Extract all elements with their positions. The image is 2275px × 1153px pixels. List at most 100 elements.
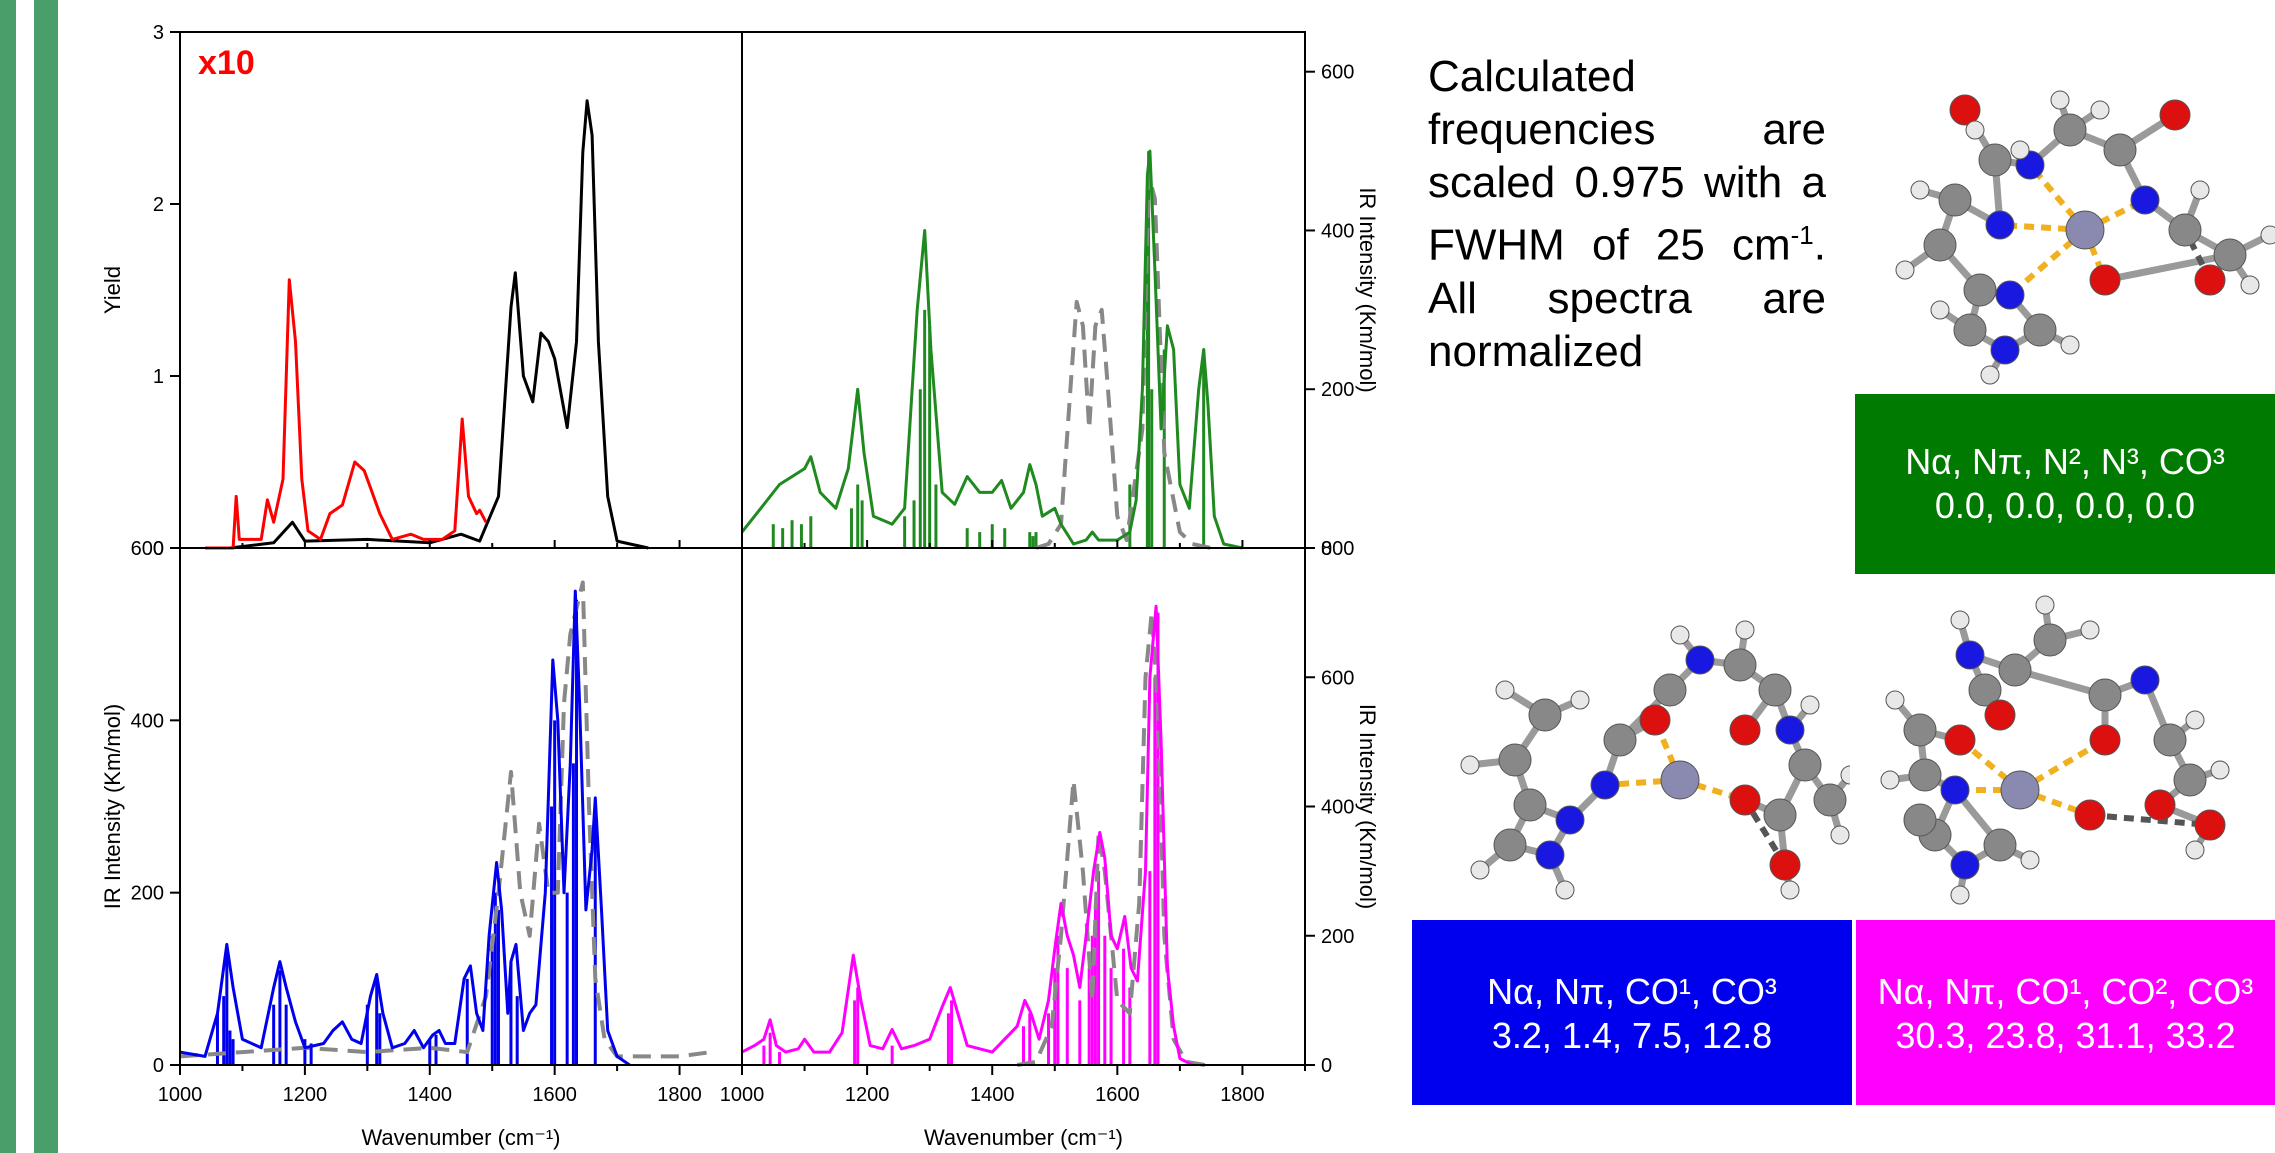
conformer-blue-energies: 3.2, 1.4, 7.5, 12.8: [1491, 1015, 1773, 1056]
y-axis-label-top-right: IR Intensity (Km/mol): [1355, 187, 1380, 392]
atom: [1895, 260, 1915, 280]
atom: [1735, 620, 1755, 640]
atom: [1880, 770, 1900, 790]
atom: [2168, 213, 2202, 247]
panel-bottom-left: 0 200 400 600 1000 1200 1400 1600 1800 Wavenumber…: [100, 538, 743, 1150]
series-line-top-left-red: [205, 278, 488, 550]
atom: [2020, 850, 2040, 870]
y-axis-label-bottom-left: IR Intensity (Km/mol): [100, 704, 125, 909]
atom: [1950, 610, 1970, 630]
atom: [1813, 783, 1847, 817]
x-tick-label-bottom-right-4: 1800: [1220, 1084, 1265, 1106]
atom: [1758, 673, 1792, 707]
molecule-structure-magenta: [1880, 595, 2230, 905]
conformer-label-blue: Nα, Nπ, CO¹, CO³ 3.2, 1.4, 7.5, 12.8: [1412, 920, 1852, 1105]
atom: [2035, 595, 2055, 615]
series-line-bottom-left-dash: [179, 580, 712, 1059]
atom: [2130, 665, 2160, 695]
x-axis-label-bottom-right: Wavenumber (cm⁻¹): [924, 1125, 1123, 1150]
atom: [1639, 704, 1671, 736]
atom: [1984, 699, 2016, 731]
atom: [1495, 680, 1515, 700]
atom: [2159, 99, 2191, 131]
note-text-1: Calculated frequencies are scaled 0.975 …: [1428, 52, 1826, 270]
series-line-bottom-left-blue: [179, 589, 631, 1067]
atom: [2260, 225, 2275, 245]
series-line-bottom-right-magenta: [741, 604, 1194, 1067]
atom: [2050, 90, 2070, 110]
atom: [1965, 120, 1985, 140]
atom: [2053, 113, 2087, 147]
atom: [1885, 690, 1905, 710]
coordination-bond: [2089, 812, 2211, 828]
atom: [1513, 788, 1547, 822]
atom: [2033, 623, 2067, 657]
x-tick-label-bottom-right-3: 1600: [1095, 1084, 1140, 1106]
conformer-magenta-energies: 30.3, 23.8, 31.1, 33.2: [1895, 1015, 2236, 1056]
conformer-green-sites: Nα, Nπ, N², N³, CO³: [1905, 441, 2225, 482]
y-tick-label-top-right-1: 200: [1321, 379, 1354, 401]
conformer-magenta-sites: Nα, Nπ, CO¹, CO², CO³: [1877, 971, 2254, 1012]
atom: [1769, 849, 1801, 881]
atom: [2103, 133, 2137, 167]
atom: [2185, 840, 2205, 860]
x-axis-label-bottom-left: Wavenumber (cm⁻¹): [361, 1125, 560, 1150]
atom: [1723, 648, 1757, 682]
atom: [1830, 825, 1850, 845]
atom: [1955, 640, 1985, 670]
atom: [2194, 809, 2226, 841]
x-tick-label-bottom-left-2: 1400: [408, 1084, 453, 1106]
x-tick-label-bottom-right-2: 1400: [970, 1084, 1015, 1106]
atom: [1938, 183, 1972, 217]
y-tick-label-bottom-right-2: 400: [1321, 797, 1354, 819]
atom: [2173, 763, 2207, 797]
series-line-top-right-dash: [1035, 172, 1212, 550]
atom: [1800, 695, 1820, 715]
atom: [1670, 625, 1690, 645]
conformer-label-magenta: Nα, Nπ, CO¹, CO², CO³ 30.3, 23.8, 31.1, …: [1856, 920, 2275, 1105]
atom: [1950, 850, 1980, 880]
atom: [2023, 313, 2057, 347]
y-tick-label-bottom-left-1: 200: [131, 883, 164, 905]
atom: [1930, 300, 1950, 320]
note-superscript: -1: [1790, 220, 1814, 250]
atom: [2089, 724, 2121, 756]
atom: [1903, 713, 1937, 747]
atom: [1493, 828, 1527, 862]
atom: [1603, 723, 1637, 757]
atom: [2060, 335, 2080, 355]
atom: [1498, 743, 1532, 777]
series-line-top-right-green: [740, 149, 1243, 550]
atom: [1950, 885, 1970, 905]
atom: [1470, 860, 1490, 880]
atom: [1590, 770, 1620, 800]
conformer-label-green: Nα, Nπ, N², N³, CO³ 0.0, 0.0, 0.0, 0.0: [1855, 394, 2275, 574]
y-tick-label-bottom-left-3: 600: [131, 538, 164, 560]
atom: [2088, 678, 2122, 712]
atom: [1788, 748, 1822, 782]
atom: [1535, 840, 1565, 870]
coordination-bond: [1604, 777, 1681, 788]
atom: [2153, 723, 2187, 757]
atom: [2074, 799, 2106, 831]
atom: [1953, 313, 1987, 347]
atom: [2130, 185, 2160, 215]
y-tick-label-top-right-2: 400: [1321, 220, 1354, 242]
y-tick-label-bottom-left-0: 0: [153, 1055, 164, 1077]
atom: [2089, 264, 2121, 296]
atom: [1944, 724, 1976, 756]
panel-top-right: 0 200 400 600 IR Intensity (Km/mol): [740, 62, 1380, 560]
method-note: Calculated frequencies are scaled 0.975 …: [1428, 50, 1826, 378]
y-tick-label-top-right-0: 0: [1321, 538, 1332, 560]
y-tick-label-top-left-3: 3: [153, 22, 164, 44]
y-tick-label-bottom-left-2: 400: [131, 710, 164, 732]
atom: [1963, 273, 1997, 307]
atom: [1763, 798, 1797, 832]
atom: [1908, 758, 1942, 792]
y-tick-label-bottom-right-4: 800: [1321, 538, 1354, 560]
atom: [1968, 673, 2002, 707]
atom: [2190, 180, 2210, 200]
annotation-x10: x10: [198, 44, 255, 82]
atom: [1685, 645, 1715, 675]
